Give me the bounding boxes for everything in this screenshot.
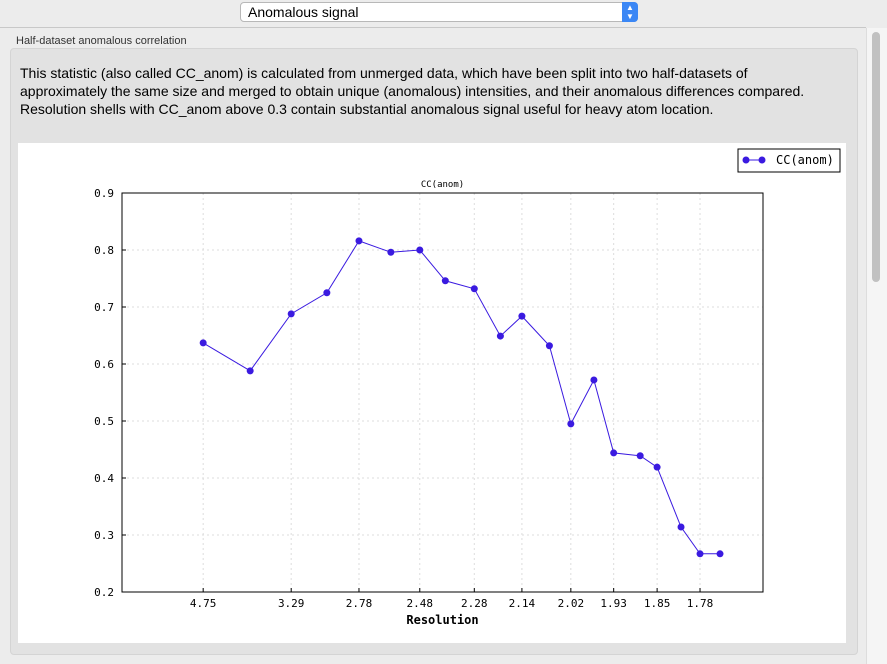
legend-label: CC(anom) xyxy=(776,153,834,167)
x-tick-label: 2.48 xyxy=(407,597,434,610)
data-point xyxy=(199,339,207,347)
description-text: This statistic (also called CC_anom) is … xyxy=(20,65,805,117)
group-title: Half-dataset anomalous correlation xyxy=(16,35,187,47)
legend-box xyxy=(737,148,841,173)
y-tick-label: 0.6 xyxy=(94,358,114,371)
x-tick-label: 1.78 xyxy=(687,597,714,610)
data-point xyxy=(246,367,254,375)
data-point xyxy=(355,237,363,245)
x-tick-label: 2.78 xyxy=(346,597,373,610)
chart-panel: 0.2 0.3 0.4 0.5 0.6 0.7 0.8 0.9 4.75 3.29 2.78 2.48… xyxy=(18,143,846,643)
x-tick-label: 2.14 xyxy=(509,597,536,610)
plot-frame xyxy=(121,192,764,593)
data-point xyxy=(636,452,644,460)
x-tick-label: 2.28 xyxy=(461,597,488,610)
data-point xyxy=(653,463,661,471)
series-line xyxy=(202,240,721,555)
up-down-chevron-icon: ▲ ▼ xyxy=(622,2,638,22)
data-point xyxy=(696,550,704,558)
cc-anom-chart: 0.2 0.3 0.4 0.5 0.6 0.7 0.8 0.9 4.75 3.29 2.78 2.48… xyxy=(94,148,841,627)
data-point xyxy=(323,289,331,297)
x-tick-label: 4.75 xyxy=(190,597,217,610)
data-point xyxy=(470,285,478,293)
y-tick-label: 0.7 xyxy=(94,301,114,314)
y-tick-label: 0.4 xyxy=(94,472,114,485)
data-point xyxy=(567,420,575,428)
x-tick-label: 1.93 xyxy=(600,597,627,610)
data-point xyxy=(416,246,424,254)
data-point xyxy=(610,449,618,457)
data-point xyxy=(287,310,295,318)
data-point xyxy=(677,523,685,531)
data-point xyxy=(496,332,504,340)
y-tick-label: 0.9 xyxy=(94,187,114,200)
data-point xyxy=(716,550,724,558)
x-tick-label: 2.02 xyxy=(558,597,585,610)
divider xyxy=(0,27,866,28)
view-selector-dropdown[interactable]: Anomalous signal ▲ ▼ xyxy=(240,2,638,22)
data-point xyxy=(441,277,449,285)
vertical-scrollbar[interactable] xyxy=(866,28,887,664)
y-tick-label: 0.2 xyxy=(94,586,114,599)
chart-title: CC(anom) xyxy=(421,180,464,190)
data-point xyxy=(545,342,553,350)
y-tick-label: 0.5 xyxy=(94,415,114,428)
x-tick-label: 1.85 xyxy=(644,597,671,610)
x-axis-label: Resolution xyxy=(406,613,478,627)
legend-marker xyxy=(758,156,766,164)
selected-value: Anomalous signal xyxy=(248,4,359,20)
y-tick-label: 0.8 xyxy=(94,244,114,257)
legend-marker xyxy=(742,156,750,164)
x-tick-label: 3.29 xyxy=(278,597,305,610)
y-tick-label: 0.3 xyxy=(94,529,114,542)
data-point xyxy=(518,312,526,320)
data-point xyxy=(387,248,395,256)
data-point xyxy=(590,376,598,384)
scrollbar-thumb[interactable] xyxy=(872,32,880,282)
